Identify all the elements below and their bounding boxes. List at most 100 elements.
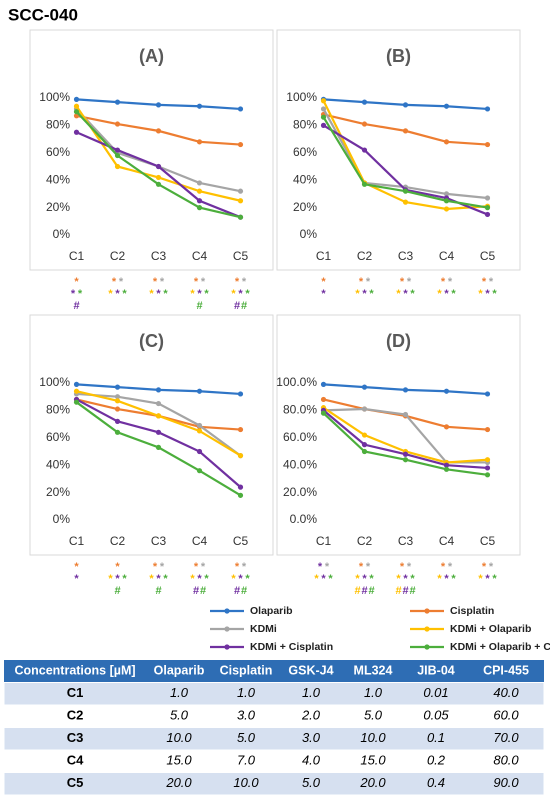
y-tick-label: 100.0% [276, 375, 317, 389]
significance-mark: * [444, 288, 449, 300]
significance-mark: * [355, 573, 360, 585]
y-tick-label: 40.0% [283, 457, 317, 471]
data-point [484, 465, 491, 471]
data-point [155, 429, 162, 435]
data-point [114, 147, 121, 153]
table-cell: C4 [67, 753, 84, 768]
data-point [73, 381, 80, 387]
data-point [402, 128, 409, 134]
table-cell: C3 [67, 730, 84, 745]
significance-mark: * [156, 288, 161, 300]
significance-mark: * [238, 288, 243, 300]
significance-mark: * [245, 288, 250, 300]
significance-mark: * [359, 561, 364, 573]
data-point [114, 394, 121, 400]
data-point [443, 466, 450, 472]
significance-mark: * [245, 573, 250, 585]
y-tick-label: 100% [39, 90, 70, 104]
chart-title: (C) [139, 331, 164, 351]
table-cell: C2 [67, 708, 84, 723]
y-tick-label: 0% [53, 227, 71, 241]
significance-mark: * [242, 561, 247, 573]
significance-mark: * [321, 288, 326, 300]
significance-mark: * [194, 276, 199, 288]
data-point [320, 114, 327, 120]
data-point [484, 195, 491, 201]
y-tick-label: 0% [300, 227, 318, 241]
significance-mark: * [197, 288, 202, 300]
x-tick-label: C5 [480, 249, 496, 263]
significance-mark: * [448, 561, 453, 573]
y-tick-label: 0.0% [290, 512, 318, 526]
table-cell: 3.0 [237, 708, 256, 723]
significance-mark: # [241, 585, 247, 597]
x-tick-label: C3 [398, 534, 414, 548]
data-point [484, 472, 491, 478]
table-cell: 15.0 [360, 753, 386, 768]
data-point [196, 188, 203, 194]
data-point [361, 442, 368, 448]
y-tick-label: 60.0% [283, 430, 317, 444]
significance-mark: * [451, 288, 456, 300]
y-tick-label: 80% [46, 403, 70, 417]
table-cell: 5.0 [302, 775, 321, 790]
legend-label: KDMi [250, 623, 277, 635]
x-tick-label: C1 [69, 534, 85, 548]
figure-title: SCC-040 [8, 5, 78, 24]
significance-mark: * [369, 573, 374, 585]
significance-mark: * [204, 573, 209, 585]
data-point [114, 406, 121, 412]
legend-label: KDMi + Cisplatin [250, 641, 333, 653]
data-point [155, 128, 162, 134]
significance-mark: * [163, 573, 168, 585]
data-point [237, 492, 244, 498]
x-tick-label: C2 [357, 249, 373, 263]
data-point [196, 428, 203, 434]
significance-mark: * [366, 276, 371, 288]
significance-mark: * [115, 573, 120, 585]
significance-mark: * [74, 573, 79, 585]
significance-mark: * [407, 561, 412, 573]
significance-mark: * [108, 573, 113, 585]
y-tick-label: 80% [46, 118, 70, 132]
significance-mark: * [400, 276, 405, 288]
data-point [196, 448, 203, 455]
data-point [484, 106, 491, 112]
table-cell: 0.1 [427, 730, 445, 745]
table-cell: 7.0 [237, 753, 256, 768]
significance-mark: * [122, 288, 127, 300]
data-point [114, 429, 121, 435]
significance-mark: # [193, 585, 199, 597]
table-row-bg [3, 704, 545, 728]
significance-mark: * [396, 288, 401, 300]
data-point [361, 448, 368, 455]
data-point [320, 106, 327, 112]
table-cell: 1.0 [302, 685, 321, 700]
significance-mark: * [321, 276, 326, 288]
legend-label: Cisplatin [450, 605, 494, 617]
table-cell: 5.0 [237, 730, 256, 745]
data-point [484, 391, 491, 397]
significance-mark: * [163, 288, 168, 300]
data-point [402, 451, 409, 457]
data-point [73, 109, 80, 115]
y-tick-label: 40% [46, 457, 70, 471]
significance-mark: * [410, 288, 415, 300]
data-point [402, 457, 409, 463]
table-cell: 20.0 [165, 775, 192, 790]
data-point [443, 388, 450, 394]
significance-mark: * [489, 561, 494, 573]
data-point [361, 121, 368, 127]
significance-mark: * [115, 561, 120, 573]
data-point [196, 139, 203, 145]
legend-marker [424, 626, 430, 632]
table-cell: 80.0 [493, 753, 519, 768]
data-point [73, 129, 80, 135]
y-tick-label: 40% [46, 172, 70, 186]
y-tick-label: 60% [293, 145, 317, 159]
significance-mark: * [122, 573, 127, 585]
data-point [237, 141, 244, 148]
table-cell: 1.0 [237, 685, 256, 700]
data-point [114, 384, 121, 390]
data-point [73, 388, 80, 394]
